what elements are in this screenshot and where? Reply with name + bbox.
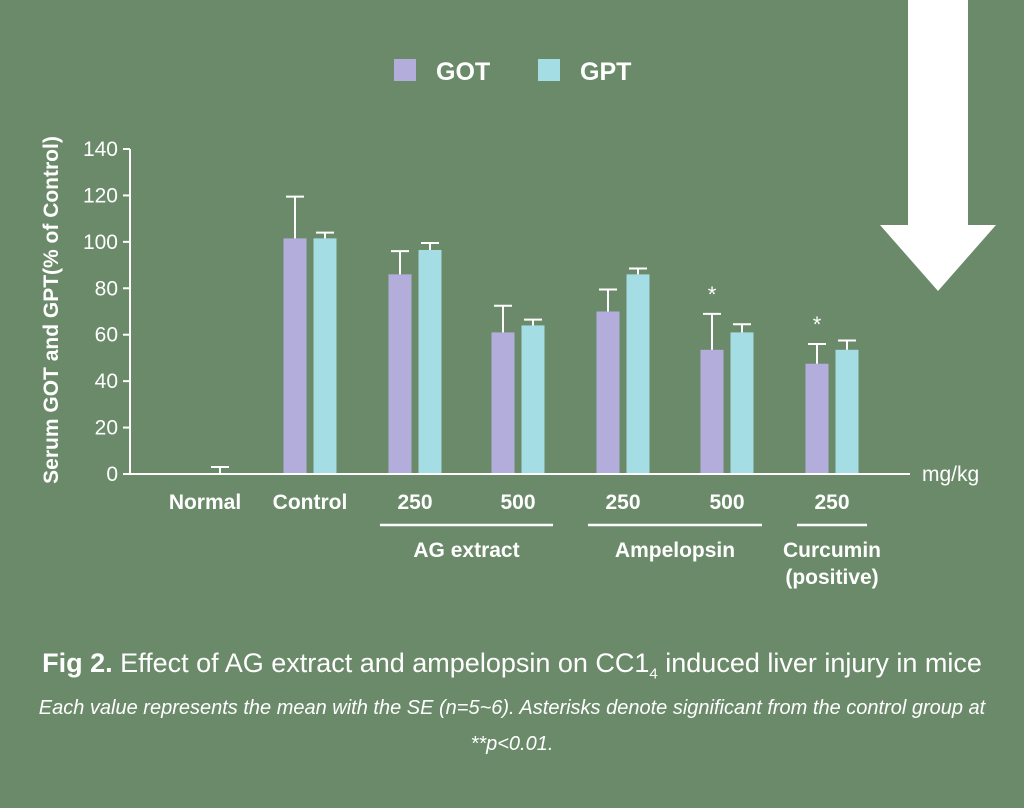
legend-swatch-gpt <box>538 59 560 81</box>
legend-swatch-got <box>394 59 416 81</box>
y-axis-label: Serum GOT and GPT(% of Control) <box>40 136 63 484</box>
y-tick-label: 40 <box>95 370 118 393</box>
figure-caption: Fig 2. Effect of AG extract and ampelops… <box>0 648 1024 682</box>
bar-got <box>491 332 515 474</box>
significance-marker: * <box>708 282 717 307</box>
bar-got <box>596 311 620 474</box>
y-tick-label: 60 <box>95 324 118 347</box>
chart-legend: GOT GPT <box>394 58 631 86</box>
y-tick-label: 140 <box>83 138 118 161</box>
x-category-label: 250 <box>397 491 432 514</box>
bar-got <box>805 363 829 474</box>
x-category-label: 500 <box>500 491 535 514</box>
bar-gpt <box>418 249 442 474</box>
bar-got <box>700 349 724 474</box>
bar-got <box>283 238 307 474</box>
x-axis: Normal Control 250 500 250 500 250 AG extract Am… <box>130 473 910 589</box>
group-label: AG extract <box>413 539 519 562</box>
group-label: Curcumin (positive) <box>783 539 881 589</box>
x-category-label: 250 <box>814 491 849 514</box>
y-axis: 0 20 40 60 80 100 120 140 <box>83 138 131 486</box>
group-label: Ampelopsin <box>615 539 735 562</box>
legend-label-gpt: GPT <box>580 58 631 86</box>
y-tick-label: 80 <box>95 277 118 300</box>
figure-title-part2: induced liver injury in mice <box>657 648 982 678</box>
x-category-label: 250 <box>605 491 640 514</box>
y-tick-label: 0 <box>106 463 118 486</box>
significance-marker: * <box>813 312 822 337</box>
figure-title-subscript: 4 <box>649 665 658 683</box>
figure-title-part1: Effect of AG extract and ampelopsin on C… <box>120 648 650 678</box>
bar-gpt <box>730 332 754 474</box>
y-tick-label: 100 <box>83 231 118 254</box>
y-tick-label: 120 <box>83 184 118 207</box>
x-category-label: 500 <box>709 491 744 514</box>
bar-gpt <box>521 325 545 474</box>
bar-gpt <box>313 238 337 474</box>
down-arrow-icon <box>880 0 996 291</box>
legend-label-got: GOT <box>436 58 490 86</box>
bar-gpt <box>835 349 859 474</box>
bar-series: ** <box>211 195 859 474</box>
figure-label: Fig 2. <box>42 648 113 678</box>
x-category-label: Control <box>273 491 348 514</box>
y-tick-label: 20 <box>95 417 118 440</box>
x-category-label: Normal <box>169 491 241 514</box>
x-unit-label: mg/kg <box>922 463 979 486</box>
bar-got <box>388 274 412 474</box>
figure-note: Each value represents the mean with the … <box>38 697 986 755</box>
bar-chart: GOT GPT Serum GOT and GPT(% of Control) 0… <box>40 0 996 589</box>
bar-gpt <box>626 274 650 474</box>
